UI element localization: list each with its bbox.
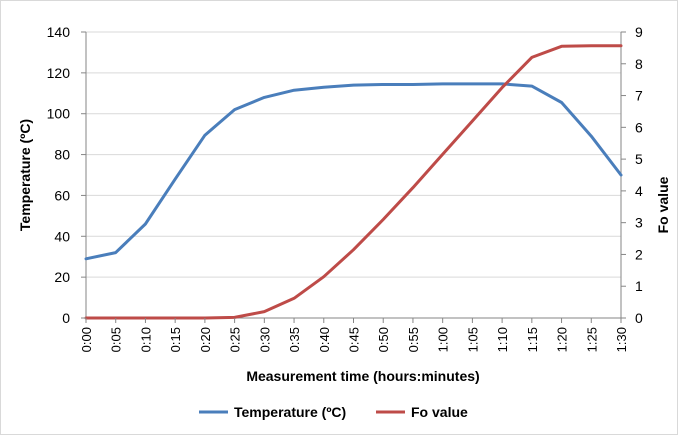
y2-tick-label: 2	[635, 246, 643, 262]
y2-tick-label: 8	[635, 56, 643, 72]
x-tick-label: 0:20	[198, 327, 213, 352]
y2-tick-label: 7	[635, 88, 643, 104]
y-tick-label: 60	[54, 187, 70, 203]
x-axis-title: Measurement time (hours:minutes)	[246, 368, 479, 384]
x-tick-label: 0:25	[228, 327, 243, 352]
x-tick-label: 1:25	[584, 327, 599, 352]
x-tick-label: 1:20	[555, 327, 570, 352]
y-tick-label: 40	[54, 228, 70, 244]
legend-label-temperature: Temperature (ºC)	[234, 404, 346, 420]
gridlines	[86, 31, 621, 278]
y2-tick-label: 6	[635, 119, 643, 135]
y-tick-label: 80	[54, 147, 70, 163]
y-axis-title: Temperature (ºC)	[17, 119, 33, 231]
y2-tick-label: 5	[635, 151, 643, 167]
x-tick-label: 0:35	[287, 327, 302, 352]
x-tick-label: 0:40	[317, 327, 332, 352]
x-tick-label: 1:05	[465, 327, 480, 352]
series-line-temperature	[84, 82, 623, 261]
x-tick-label: 0:30	[257, 327, 272, 352]
y2-axis-title: Fo value	[655, 176, 671, 233]
y2-tick-label: 4	[635, 183, 643, 199]
legend-label-fo-value: Fo value	[411, 404, 468, 420]
x-tick-label: 1:15	[525, 327, 540, 352]
x-tick-label: 0:00	[79, 327, 94, 352]
x-tick-label: 1:30	[614, 327, 629, 352]
x-tick-label: 0:45	[347, 327, 362, 352]
x-tick-label: 0:10	[138, 327, 153, 352]
x-tick-label: 1:00	[436, 327, 451, 352]
x-tick-label: 0:15	[168, 327, 183, 352]
y2-tick-label: 1	[635, 278, 643, 294]
x-tick-label: 0:05	[109, 327, 124, 352]
y2-tick-label: 9	[635, 24, 643, 40]
x-tick-label: 0:50	[376, 327, 391, 352]
legend: Temperature (ºC) Fo value	[199, 404, 468, 420]
y-axis-right: 0 1 2 3 4 5 6 7 8 9	[621, 24, 643, 326]
x-tick-label: 0:55	[406, 327, 421, 352]
x-axis: 0:00 0:05 0:10 0:15 0:20 0:25 0:30 0:35 0:40 0:45…	[79, 318, 629, 352]
y2-tick-label: 3	[635, 215, 643, 231]
y2-tick-label: 0	[635, 310, 643, 326]
y-tick-label: 20	[54, 269, 70, 285]
y-tick-label: 140	[47, 24, 71, 40]
plot-area	[85, 32, 622, 319]
x-tick-label: 1:10	[495, 327, 510, 352]
y-tick-label: 0	[62, 310, 70, 326]
y-tick-label: 120	[47, 65, 71, 81]
y-tick-label: 100	[47, 106, 71, 122]
y-axis-left: 0 20 40 60 80 100 120 140	[47, 24, 86, 326]
